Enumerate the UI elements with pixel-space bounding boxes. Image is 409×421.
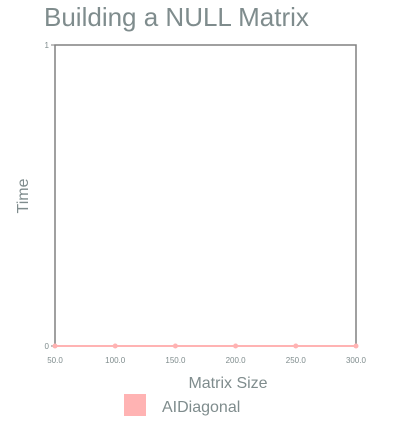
data-point bbox=[233, 343, 239, 349]
x-axis-ticks: 50.0 100.0 150.0 200.0 250.0 300.0 bbox=[47, 356, 366, 365]
y-axis-title: Time bbox=[15, 178, 32, 213]
series-layer bbox=[52, 343, 359, 349]
data-point bbox=[172, 343, 178, 349]
chart-title: Building a NULL Matrix bbox=[44, 2, 309, 32]
plot-frame bbox=[54, 44, 357, 347]
y-axis-ticks: 01 bbox=[45, 41, 55, 351]
x-tick-label: 150.0 bbox=[165, 356, 186, 365]
data-point bbox=[353, 343, 359, 349]
x-tick-label: 300.0 bbox=[346, 356, 367, 365]
data-point bbox=[112, 343, 118, 349]
x-tick-label: 50.0 bbox=[47, 356, 63, 365]
x-axis-title: Matrix Size bbox=[188, 375, 267, 392]
data-point bbox=[293, 343, 299, 349]
legend: AIDiagonal bbox=[124, 394, 240, 416]
y-tick-label: 0 bbox=[45, 342, 50, 351]
y-tick-label: 1 bbox=[45, 41, 50, 50]
x-tick-label: 200.0 bbox=[226, 356, 247, 365]
legend-label: AIDiagonal bbox=[162, 399, 240, 416]
legend-swatch bbox=[124, 394, 146, 416]
x-tick-label: 250.0 bbox=[286, 356, 307, 365]
data-point bbox=[52, 343, 58, 349]
x-tick-label: 100.0 bbox=[105, 356, 126, 365]
